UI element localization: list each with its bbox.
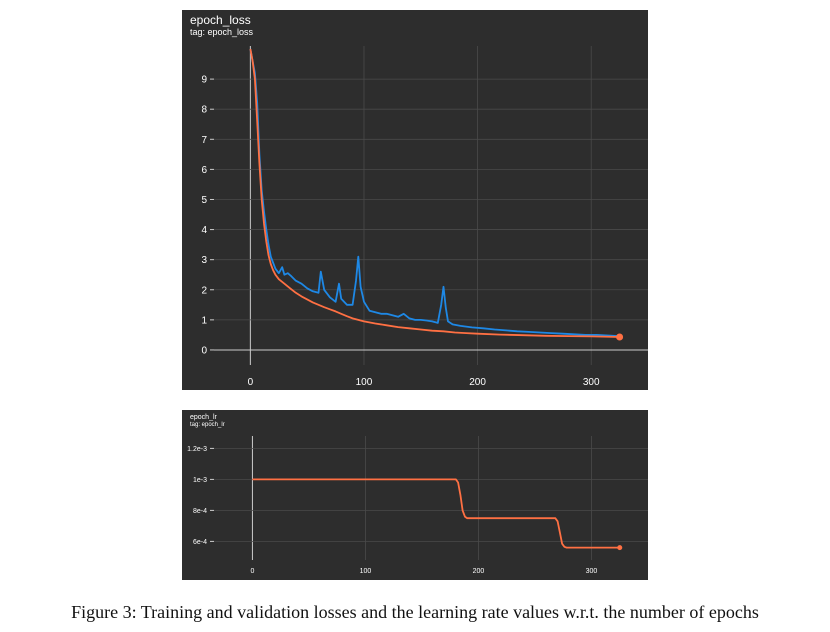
chart-subtitle: tag: epoch_loss [190,27,254,37]
series-line [249,48,620,337]
x-tick-label: 200 [473,568,485,575]
y-tick-label: 6e-4 [193,539,207,546]
y-tick-label: 1e-3 [193,477,207,484]
x-tick-label: 0 [248,377,254,388]
x-tick-label: 100 [360,568,372,575]
x-tick-label: 0 [250,568,254,575]
y-tick-label: 4 [201,225,207,236]
series-end-point [616,333,624,341]
y-tick-label: 2 [201,285,207,296]
y-tick-label: 5 [201,195,207,206]
epoch-lr-chart-panel: epoch_lr tag: epoch_lr 0 100 200 300 6e-4 8e-… [182,410,648,580]
y-tick-label: 8 [201,105,207,116]
chart-title: epoch_lr [190,414,217,421]
series-end-point [617,545,623,551]
y-tick-label: 1.2e-3 [187,446,207,453]
y-tick-label: 0 [201,345,207,356]
x-tick-label: 300 [586,568,598,575]
series-line [252,478,620,549]
y-tick-label: 1 [201,315,207,326]
x-tick-label: 200 [469,377,486,388]
epoch-loss-chart-panel: epoch_loss tag: epoch_loss 0 100 200 300 0 1 2… [182,10,648,390]
x-tick-label: 300 [583,377,600,388]
y-tick-label: 9 [201,75,207,86]
epoch-loss-chart: 0 100 200 300 0 1 2 3 4 5 6 7 8 9 [201,46,648,388]
y-tick-label: 6 [201,165,207,176]
series-line [249,48,620,338]
epoch-lr-chart: 0 100 200 300 6e-4 8e-4 1e-3 1.2e-3 [187,436,648,575]
chart-subtitle: tag: epoch_lr [190,422,225,428]
y-tick-label: 8e-4 [193,508,207,515]
figure-caption: Figure 3: Training and validation losses… [71,602,759,622]
y-tick-label: 7 [201,135,207,146]
chart-title: epoch_loss [190,13,251,27]
y-tick-label: 3 [201,255,207,266]
x-tick-label: 100 [356,377,373,388]
